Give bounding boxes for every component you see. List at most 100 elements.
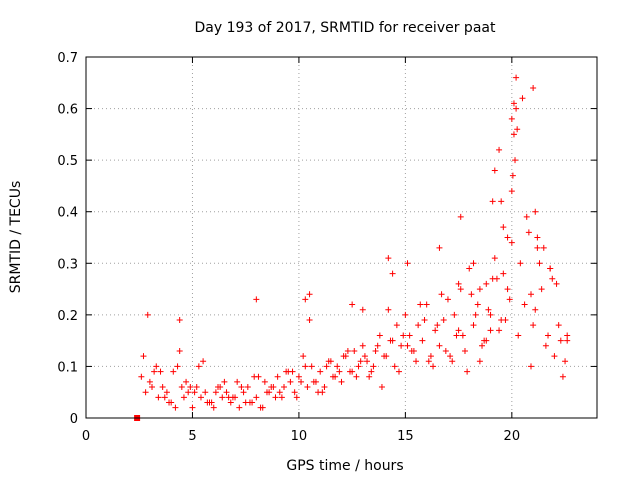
data-point: [151, 368, 158, 375]
data-point: [336, 368, 343, 375]
y-tick-label: 0: [70, 412, 78, 427]
data-point: [278, 394, 285, 401]
data-point: [461, 347, 468, 354]
x-tick-label: 15: [397, 429, 414, 444]
data-point: [340, 353, 347, 360]
y-tick-label: 0.6: [57, 103, 78, 118]
data-point: [155, 394, 162, 401]
data-point: [353, 373, 360, 380]
data-point: [364, 358, 371, 365]
data-point: [383, 353, 390, 360]
data-point: [425, 358, 432, 365]
data-point: [498, 198, 505, 205]
data-point: [474, 301, 481, 308]
data-point: [525, 229, 532, 236]
data-point: [298, 378, 305, 385]
data-point: [472, 311, 479, 318]
data-point: [540, 244, 547, 251]
data-point: [138, 373, 145, 380]
data-point: [468, 291, 475, 298]
data-point: [395, 368, 402, 375]
data-point: [512, 157, 519, 164]
data-point: [508, 239, 515, 246]
data-point: [415, 322, 422, 329]
data-point: [310, 378, 317, 385]
data-point: [549, 275, 556, 282]
data-point: [527, 291, 534, 298]
data-point: [398, 342, 405, 349]
data-point: [191, 389, 198, 396]
data-point: [202, 389, 209, 396]
data-point: [413, 358, 420, 365]
data-point: [272, 394, 279, 401]
plot-frame: [85, 56, 598, 419]
data-point: [464, 368, 471, 375]
data-point: [387, 337, 394, 344]
data-point: [487, 311, 494, 318]
x-tick-label: 10: [291, 429, 308, 444]
data-point: [140, 353, 147, 360]
data-point: [146, 378, 153, 385]
data-point: [470, 322, 477, 329]
data-point: [221, 378, 228, 385]
data-point: [185, 389, 192, 396]
data-point: [504, 286, 511, 293]
data-point: [291, 389, 298, 396]
data-point: [142, 389, 149, 396]
data-point: [253, 296, 260, 303]
data-point: [519, 95, 526, 102]
data-point: [200, 358, 207, 365]
y-tick-label: 0.3: [57, 257, 78, 272]
data-point: [268, 384, 275, 391]
data-point: [391, 363, 398, 370]
data-point: [344, 347, 351, 354]
data-point: [223, 389, 230, 396]
data-point: [253, 394, 260, 401]
data-point: [514, 126, 521, 133]
y-tick-label: 0.5: [57, 154, 78, 169]
data-point: [509, 172, 516, 179]
data-point: [302, 363, 309, 370]
data-point: [534, 244, 541, 251]
y-tick-label: 0.1: [57, 360, 78, 375]
data-point: [219, 394, 226, 401]
data-point: [496, 146, 503, 153]
data-point: [430, 363, 437, 370]
data-point: [513, 105, 520, 112]
data-point: [355, 363, 362, 370]
data-point: [217, 384, 224, 391]
data-point: [470, 260, 477, 267]
data-point: [476, 358, 483, 365]
data-point: [466, 265, 473, 272]
data-point: [534, 234, 541, 241]
data-point: [174, 363, 181, 370]
data-point: [417, 301, 424, 308]
data-point: [444, 296, 451, 303]
data-point: [306, 317, 313, 324]
data-point: [442, 347, 449, 354]
data-point: [447, 353, 454, 360]
data-point: [508, 188, 515, 195]
data-point: [351, 347, 358, 354]
data-point: [530, 84, 537, 91]
data-point: [238, 384, 245, 391]
data-point: [227, 399, 234, 406]
data-point: [189, 404, 196, 411]
data-point: [406, 332, 413, 339]
data-point: [451, 311, 458, 318]
data-point: [195, 363, 202, 370]
data-point: [557, 337, 564, 344]
data-point: [163, 389, 170, 396]
data-point: [372, 347, 379, 354]
y-tick-label: 0.2: [57, 309, 78, 324]
chart-title: Day 193 of 2017, SRMTID for receiver paa…: [195, 20, 496, 36]
data-point: [255, 373, 262, 380]
data-point: [527, 363, 534, 370]
data-point: [510, 100, 517, 107]
data-point: [323, 363, 330, 370]
data-point: [538, 286, 545, 293]
data-point: [562, 358, 569, 365]
data-point: [183, 378, 190, 385]
data-point: [374, 342, 381, 349]
